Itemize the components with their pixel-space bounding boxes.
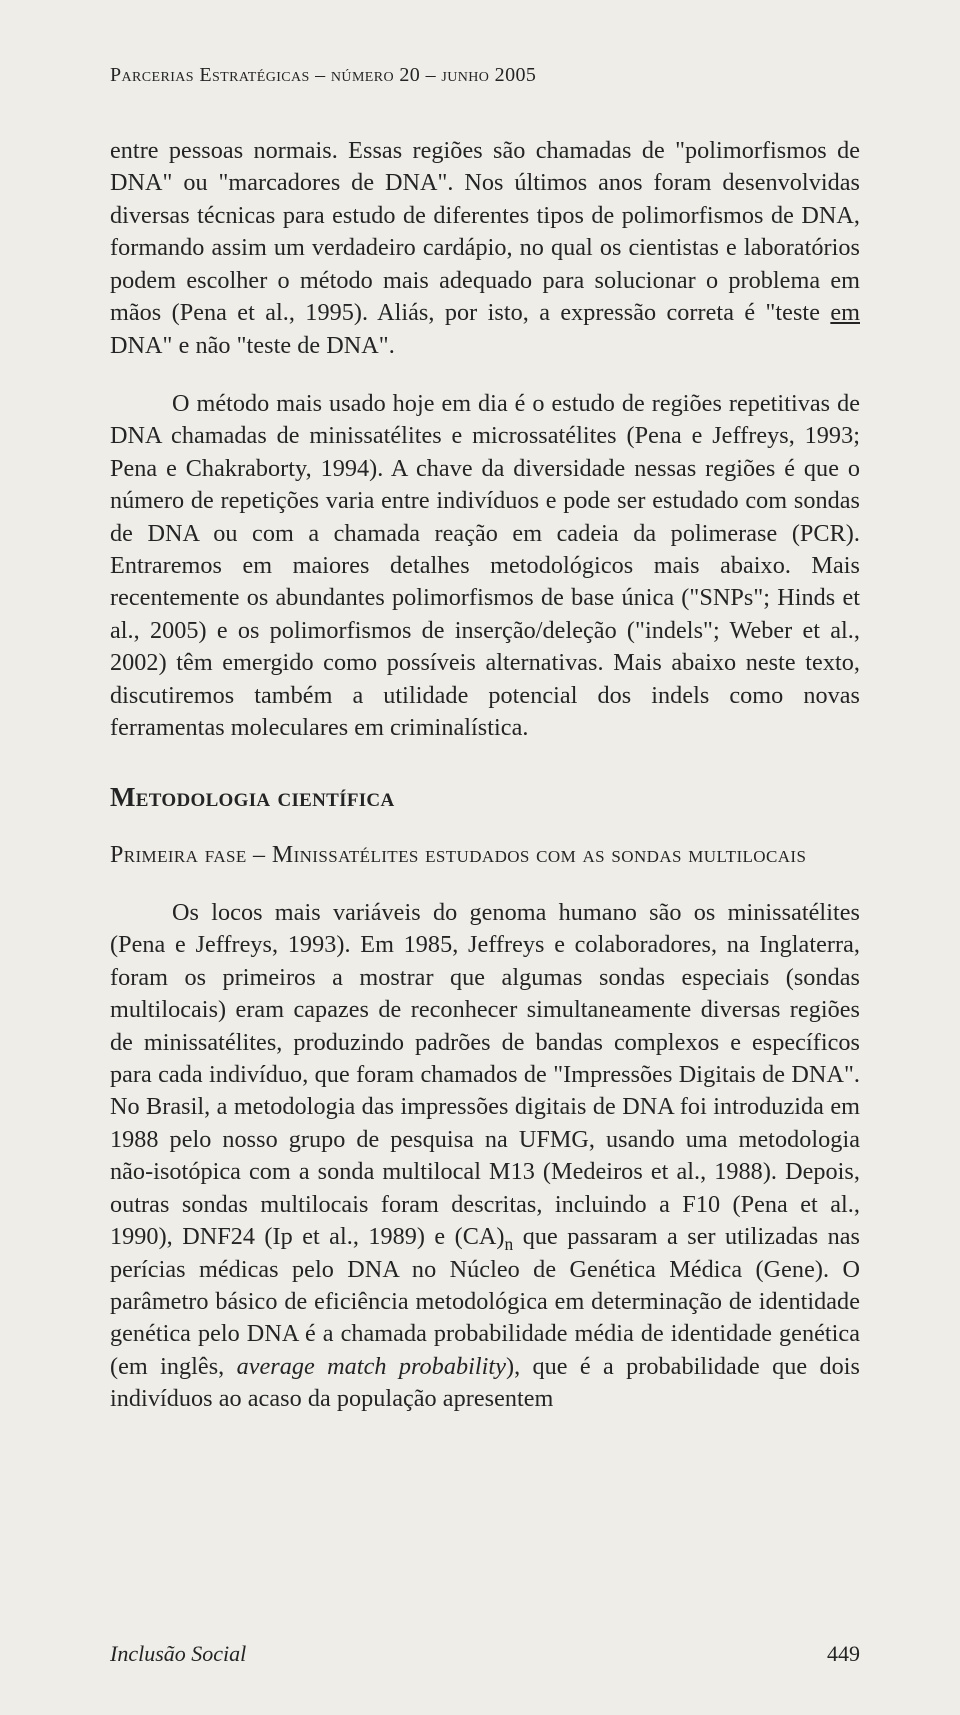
footer-section: Inclusão Social <box>110 1641 246 1667</box>
paragraph-2: O método mais usado hoje em dia é o estu… <box>110 388 860 745</box>
p1-text-b: DNA" e não "teste de DNA". <box>110 332 395 359</box>
p3-text-a: Os locos mais variáveis do genoma humano… <box>110 899 860 1250</box>
paragraph-1: entre pessoas normais. Essas regiões são… <box>110 135 860 362</box>
body-text: entre pessoas normais. Essas regiões são… <box>110 135 860 1416</box>
p3-italic: average match probability <box>237 1353 506 1380</box>
p1-text-a: entre pessoas normais. Essas regiões são… <box>110 137 860 326</box>
paragraph-3: Os locos mais variáveis do genoma humano… <box>110 897 860 1416</box>
p3-subscript: n <box>505 1234 514 1254</box>
p1-underline-em: em <box>830 299 860 326</box>
running-header: Parcerias Estratégicas – número 20 – jun… <box>110 64 860 87</box>
section-heading: Metodologia científica <box>110 779 860 815</box>
subsection-heading: Primeira fase – Minissatélites estudados… <box>110 839 860 871</box>
page-footer: Inclusão Social 449 <box>110 1641 860 1667</box>
footer-page-number: 449 <box>827 1641 860 1667</box>
